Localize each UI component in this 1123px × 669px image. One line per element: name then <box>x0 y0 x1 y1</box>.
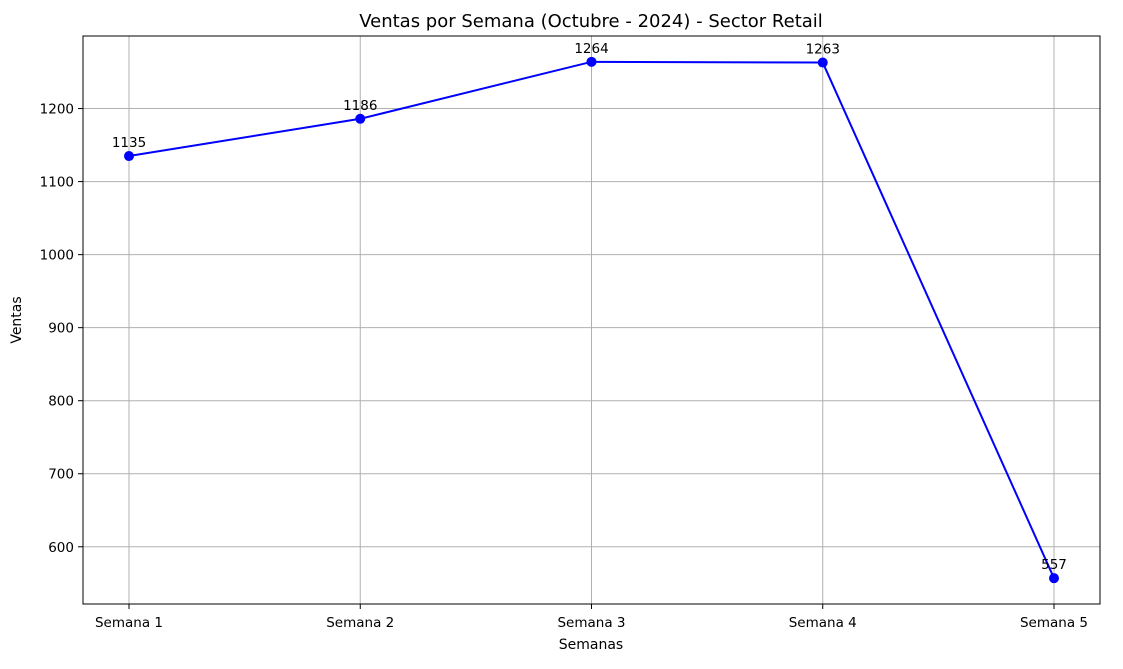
grid <box>83 36 1100 604</box>
x-axis-label: Semanas <box>559 637 623 653</box>
y-tick-label: 1200 <box>40 102 74 118</box>
data-label: 1264 <box>574 41 608 57</box>
x-tick-label: Semana 5 <box>1020 615 1088 631</box>
plot-frame <box>82 35 1101 605</box>
data-label: 557 <box>1041 557 1067 573</box>
x-tick-label: Semana 1 <box>95 615 163 631</box>
x-tick-label: Semana 4 <box>789 615 857 631</box>
x-tick-label: Semana 2 <box>326 615 394 631</box>
y-tick-label: 900 <box>48 321 74 337</box>
y-axis-label: Ventas <box>9 296 25 343</box>
data-label: 1263 <box>806 42 840 58</box>
data-point <box>1049 573 1059 584</box>
y-tick-label: 700 <box>48 467 74 483</box>
plot-area: 1135 1186 1264 1263 557 <box>112 41 1067 584</box>
data-label: 1135 <box>112 135 146 151</box>
y-tick-label: 800 <box>48 394 74 410</box>
data-point <box>817 57 828 68</box>
data-point <box>124 151 134 162</box>
x-tick-label: Semana 3 <box>557 615 625 631</box>
chart-title: Ventas por Semana (Octubre - 2024) - Sec… <box>359 11 823 32</box>
data-point <box>355 113 366 124</box>
data-label: 1186 <box>343 98 377 114</box>
y-tick-label: 600 <box>48 540 74 556</box>
y-tick-label: 1000 <box>40 248 74 264</box>
y-tick-label: 1100 <box>40 175 74 191</box>
data-point <box>586 56 597 67</box>
axis-ticks: Semana 1 Semana 2 Semana 3 Semana 4 Semana 5… <box>40 102 1088 631</box>
